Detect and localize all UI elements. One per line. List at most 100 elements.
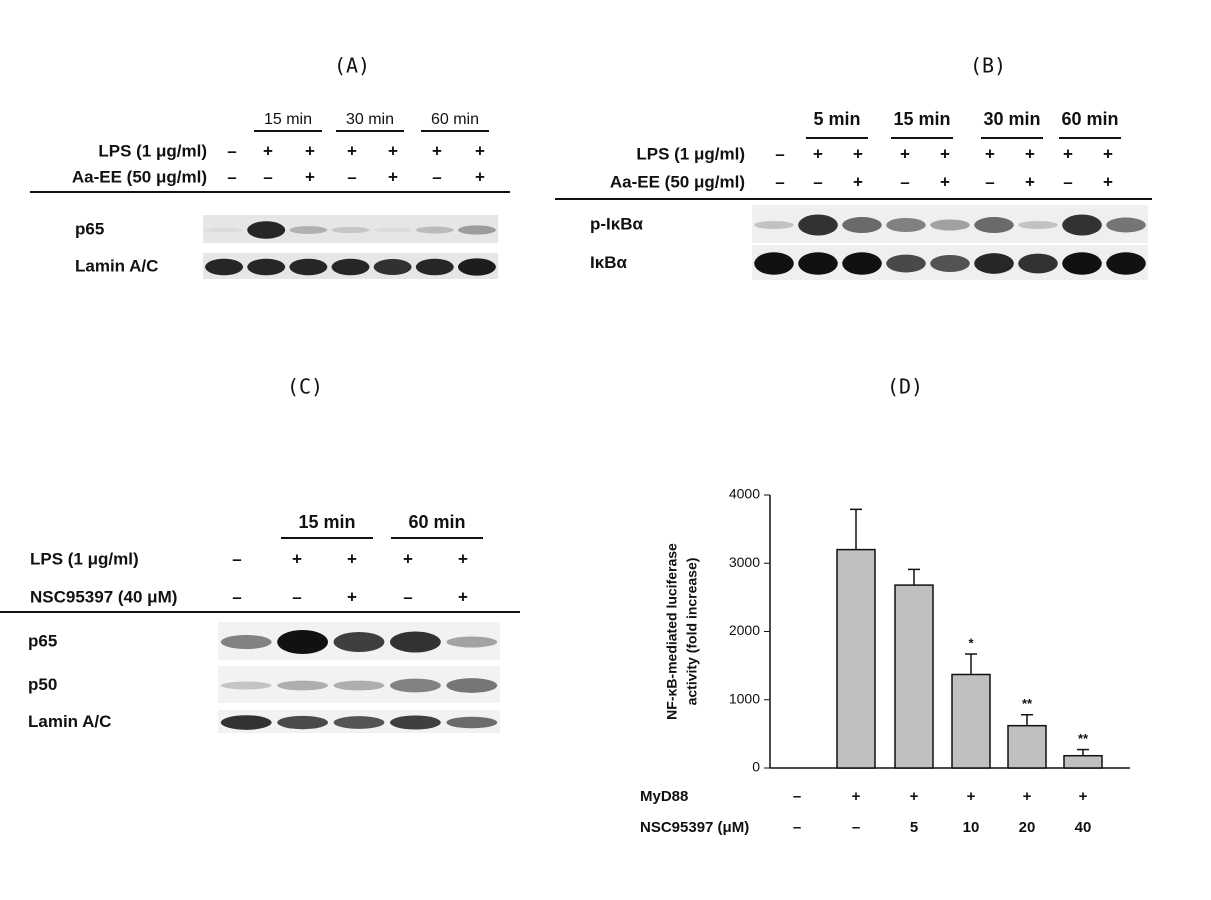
treatment-sign: – <box>775 144 784 163</box>
blot-label: Lamin A/C <box>28 712 111 731</box>
blot-label: IκBα <box>590 253 627 272</box>
treatment-sign: – <box>347 167 356 186</box>
panel-label: (D) <box>887 375 923 399</box>
treatment-sign: + <box>403 549 413 568</box>
band <box>886 218 926 232</box>
band <box>415 226 454 234</box>
band <box>930 219 970 231</box>
treatment-sign: – <box>292 587 301 606</box>
treatment-label: Aa-EE (50 μg/ml) <box>72 167 207 186</box>
band <box>446 636 498 648</box>
band <box>842 217 882 233</box>
treatment-label: NSC95397 (40 μM) <box>30 587 177 606</box>
x-tick-label: – <box>793 788 801 805</box>
time-label: 30 min <box>983 109 1040 129</box>
band <box>1018 253 1058 274</box>
band <box>886 254 926 273</box>
band <box>754 221 794 229</box>
treatment-sign: – <box>232 549 241 568</box>
y-tick-label: 0 <box>752 759 760 775</box>
treatment-sign: – <box>900 172 909 191</box>
treatment-sign: + <box>1025 172 1035 191</box>
treatment-sign: + <box>1025 144 1035 163</box>
x-tick-label: 10 <box>963 819 980 836</box>
time-label: 60 min <box>408 512 465 532</box>
treatment-sign: – <box>227 167 236 186</box>
treatment-sign: – <box>985 172 994 191</box>
significance: * <box>968 635 974 650</box>
band <box>974 217 1014 233</box>
time-label: 60 min <box>431 111 479 128</box>
band <box>930 255 970 272</box>
band <box>277 680 328 691</box>
band <box>415 258 454 276</box>
treatment-sign: + <box>347 587 357 606</box>
y-tick-label: 4000 <box>729 486 760 502</box>
treatment-sign: + <box>388 167 398 186</box>
treatment-label: Aa-EE (50 μg/ml) <box>610 172 745 191</box>
treatment-sign: + <box>347 141 357 160</box>
significance: ** <box>1022 696 1033 711</box>
band <box>289 226 328 234</box>
treatment-sign: + <box>475 141 485 160</box>
band <box>1018 221 1058 229</box>
band <box>331 226 370 234</box>
treatment-label: LPS (1 μg/ml) <box>30 549 139 568</box>
y-axis-label: activity (fold increase) <box>684 558 700 706</box>
band <box>798 214 838 236</box>
band <box>754 252 794 275</box>
x-tick-label: 20 <box>1019 819 1036 836</box>
treatment-sign: + <box>853 172 863 191</box>
panel-label: (B) <box>970 54 1006 78</box>
treatment-sign: – <box>227 141 236 160</box>
band <box>1062 214 1102 236</box>
time-label: 60 min <box>1061 109 1118 129</box>
panel-label: (C) <box>287 375 323 399</box>
bar <box>1063 754 1103 769</box>
treatment-sign: + <box>263 141 273 160</box>
blot-label: p-IκBα <box>590 214 644 233</box>
bar <box>951 673 991 769</box>
treatment-sign: – <box>775 172 784 191</box>
band <box>798 252 838 275</box>
blot-label: p50 <box>28 675 57 694</box>
band <box>205 227 244 233</box>
band <box>446 678 498 693</box>
treatment-sign: + <box>1103 172 1113 191</box>
band <box>220 715 272 730</box>
band <box>1106 252 1146 275</box>
band <box>457 225 496 235</box>
band <box>457 258 496 276</box>
x-tick-label: + <box>910 788 919 805</box>
x-row-label: NSC95397 (μM) <box>640 819 749 836</box>
treatment-sign: + <box>347 549 357 568</box>
band <box>205 258 244 276</box>
time-label: 5 min <box>813 109 860 129</box>
band <box>277 630 328 654</box>
blot-label: p65 <box>28 631 57 650</box>
x-row-label: MyD88 <box>640 788 688 805</box>
treatment-sign: + <box>432 141 442 160</box>
treatment-sign: + <box>1103 144 1113 163</box>
x-tick-label: + <box>1023 788 1032 805</box>
y-tick-label: 1000 <box>729 690 760 706</box>
time-label: 30 min <box>346 111 394 128</box>
band <box>277 715 328 730</box>
bar <box>836 548 876 769</box>
treatment-sign: – <box>232 587 241 606</box>
band <box>331 258 370 276</box>
treatment-sign: – <box>813 172 822 191</box>
treatment-label: LPS (1 μg/ml) <box>636 144 745 163</box>
x-tick-label: 40 <box>1075 819 1092 836</box>
x-tick-label: 5 <box>910 819 918 836</box>
treatment-sign: + <box>853 144 863 163</box>
treatment-sign: – <box>432 167 441 186</box>
x-tick-label: + <box>1079 788 1088 805</box>
band <box>333 632 385 652</box>
band <box>289 258 328 276</box>
band <box>333 680 385 691</box>
band <box>390 631 441 653</box>
band <box>220 681 272 690</box>
band <box>333 716 385 729</box>
band <box>247 258 286 276</box>
